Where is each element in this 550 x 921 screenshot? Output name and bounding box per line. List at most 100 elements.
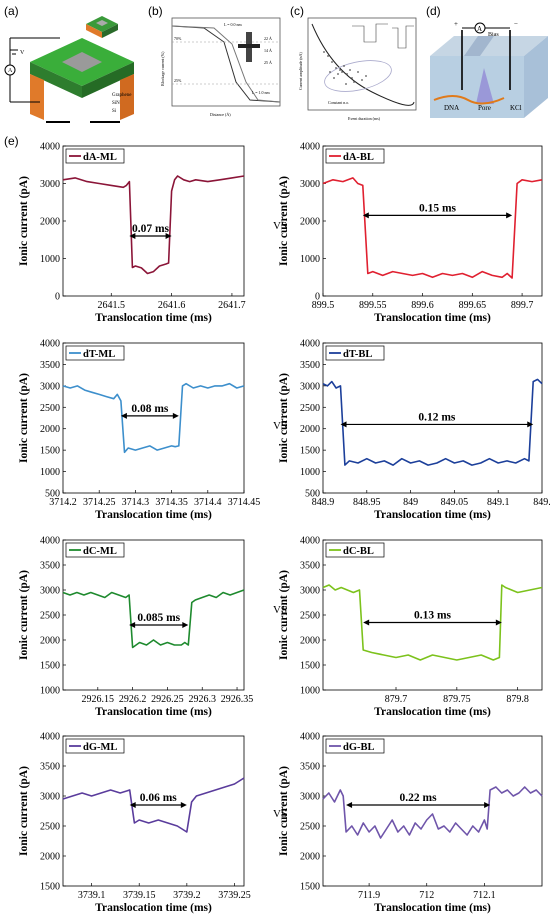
chart-dA-ML: 0 1000 2000 3000 4000 2641.5 2641.6 2641.7 Trans… bbox=[18, 142, 246, 325]
legend-box bbox=[65, 738, 125, 754]
dwell-arrow-head-left bbox=[129, 233, 136, 239]
y-axis-label: Ionic current (pA) bbox=[278, 766, 290, 856]
dwell-time-label: 0.06 ms bbox=[140, 792, 178, 804]
chart-dG-BL: 1500 2000 2500 3000 3500 4000 711.9 712 712.1Tra… bbox=[278, 732, 543, 914]
y-axis-label: Ionic current (pA) bbox=[18, 766, 30, 856]
schematic-d-label-pore: Pore bbox=[478, 104, 491, 112]
y-tick-label: 2000 bbox=[300, 636, 320, 647]
dwell-arrow-head-right bbox=[484, 802, 491, 808]
y-tick-label: 3000 bbox=[40, 179, 60, 190]
legend-label: dT-BL bbox=[343, 349, 372, 360]
schematic-d-label-bias: Bias bbox=[488, 32, 499, 38]
plot-frame bbox=[62, 735, 245, 887]
series-line bbox=[62, 175, 245, 275]
x-tick-label: 3739.15 bbox=[123, 890, 156, 901]
y-tick-label: 1000 bbox=[40, 254, 60, 265]
dwell-arrow-head-right bbox=[506, 212, 513, 219]
dwell-time-label: 0.085 ms bbox=[137, 612, 180, 624]
y-tick-label: 3000 bbox=[300, 792, 320, 803]
y-tick-label: 2500 bbox=[300, 403, 320, 414]
y-tick-label: 1500 bbox=[300, 882, 320, 893]
dwell-arrow-head-right bbox=[172, 412, 179, 419]
schematic-c-xlabel: Event duration (ms) bbox=[348, 116, 381, 121]
y-tick-label: 2000 bbox=[300, 217, 320, 228]
legend: dG-BL bbox=[325, 738, 385, 754]
x-tick-label: 2641.6 bbox=[158, 300, 186, 311]
vs-label-g: VS bbox=[273, 808, 288, 820]
x-tick-label: 879.7 bbox=[385, 694, 408, 705]
x-axis-label: Translocation time (ms) bbox=[374, 706, 491, 718]
legend: dT-ML bbox=[65, 345, 125, 361]
blockage-current-plot: L = 0.0 nm L = 1.0 nm 22 Å 14 Å 25 Å 70%… bbox=[160, 17, 281, 117]
panel-label-d: (d) bbox=[426, 4, 441, 18]
x-axis-label: Translocation time (ms) bbox=[95, 312, 212, 324]
y-tick-label: 1500 bbox=[40, 661, 60, 672]
y-tick-label: 3000 bbox=[40, 792, 60, 803]
y-tick-label: 0 bbox=[55, 292, 60, 303]
x-tick-label: 2641.5 bbox=[98, 300, 126, 311]
x-axis-label: Translocation time (ms) bbox=[95, 706, 212, 718]
dwell-arrow-head-right bbox=[495, 619, 502, 626]
dwell-arrow-head-right bbox=[182, 622, 189, 628]
legend-box bbox=[65, 345, 125, 361]
plot-frame bbox=[62, 342, 245, 494]
schematic-b-label-25pct: 25% bbox=[174, 78, 182, 83]
dwell-arrow-head-right bbox=[180, 802, 187, 808]
vs-label-a: VS bbox=[273, 220, 288, 232]
y-tick-label: 2000 bbox=[300, 852, 320, 863]
y-tick-label: 500 bbox=[45, 489, 60, 500]
y-tick-label: 2500 bbox=[300, 822, 320, 833]
y-tick-label: 3000 bbox=[40, 586, 60, 597]
y-tick-label: 1500 bbox=[300, 446, 320, 457]
schematic-d-label-a: A bbox=[477, 25, 482, 33]
plot-frame bbox=[62, 145, 245, 297]
y-tick-label: 500 bbox=[305, 489, 320, 500]
dwell-arrow-head-right bbox=[165, 233, 172, 239]
y-tick-label: 4000 bbox=[40, 732, 60, 743]
y-tick-label: 3500 bbox=[300, 762, 320, 773]
vs-label-t: VS bbox=[273, 420, 288, 432]
y-tick-label: 2000 bbox=[40, 852, 60, 863]
y-tick-label: 2000 bbox=[40, 636, 60, 647]
x-tick-label: 2926.25 bbox=[151, 694, 184, 705]
x-tick-label: 899.5 bbox=[312, 300, 335, 311]
y-tick-label: 4000 bbox=[40, 142, 60, 153]
y-axis-label: Ionic current (pA) bbox=[278, 570, 290, 660]
x-tick-label: 849 bbox=[403, 497, 418, 508]
y-tick-label: 2500 bbox=[40, 611, 60, 622]
x-tick-label: 879.75 bbox=[443, 694, 471, 705]
y-axis-label: Ionic current (pA) bbox=[18, 176, 30, 266]
legend-label: dG-ML bbox=[83, 742, 117, 753]
x-tick-label: 899.55 bbox=[359, 300, 387, 311]
series-line bbox=[322, 786, 543, 839]
legend-box bbox=[65, 148, 125, 164]
y-tick-label: 3500 bbox=[40, 360, 60, 371]
series-line bbox=[62, 777, 245, 833]
dwell-arrow-head-left bbox=[120, 412, 127, 419]
legend-box bbox=[325, 542, 385, 558]
legend: dC-BL bbox=[325, 542, 385, 558]
schematic-b-label-14: 14 Å bbox=[264, 48, 272, 53]
schematic-a-label-graphene: Graphene bbox=[112, 93, 132, 98]
legend-box bbox=[325, 345, 385, 361]
schematic-d-label-plus: + bbox=[454, 20, 458, 28]
y-tick-label: 3000 bbox=[300, 381, 320, 392]
y-tick-label: 1000 bbox=[40, 686, 60, 697]
series-line bbox=[62, 589, 245, 649]
schematic-b-xlabel: Distance (Å) bbox=[210, 112, 231, 117]
y-tick-label: 3500 bbox=[40, 762, 60, 773]
y-tick-label: 1500 bbox=[40, 446, 60, 457]
y-tick-label: 4000 bbox=[300, 339, 320, 350]
legend-box bbox=[325, 738, 385, 754]
schematic-b-label-25: 25 Å bbox=[264, 60, 272, 65]
y-tick-label: 4000 bbox=[300, 536, 320, 547]
x-tick-label: 3739.25 bbox=[218, 890, 251, 901]
x-tick-label: 899.7 bbox=[511, 300, 534, 311]
y-tick-label: 0 bbox=[315, 292, 320, 303]
dwell-arrow-head-left bbox=[340, 421, 347, 428]
legend: dA-ML bbox=[65, 148, 125, 164]
schematic-d-label-minus: − bbox=[514, 20, 518, 28]
schematic-a-label-a: A bbox=[8, 68, 13, 74]
x-axis-label: Translocation time (ms) bbox=[374, 902, 491, 914]
dwell-time-label: 0.07 ms bbox=[132, 223, 170, 235]
